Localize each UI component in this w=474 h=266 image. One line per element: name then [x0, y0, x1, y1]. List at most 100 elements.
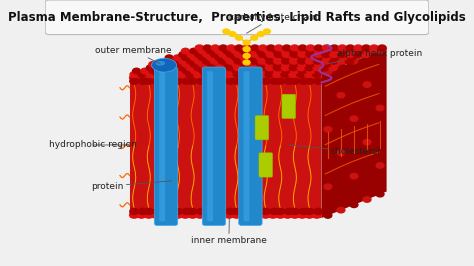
- Circle shape: [283, 45, 291, 51]
- Circle shape: [240, 55, 248, 60]
- Circle shape: [337, 58, 346, 64]
- Circle shape: [234, 65, 242, 71]
- Circle shape: [282, 68, 290, 74]
- Circle shape: [257, 62, 264, 67]
- Circle shape: [226, 58, 235, 64]
- Circle shape: [223, 55, 231, 60]
- Circle shape: [226, 65, 234, 71]
- Circle shape: [211, 208, 220, 214]
- Circle shape: [168, 78, 176, 84]
- Circle shape: [202, 58, 210, 64]
- Circle shape: [149, 62, 157, 67]
- Circle shape: [203, 78, 211, 84]
- Circle shape: [246, 78, 255, 84]
- Circle shape: [211, 45, 219, 51]
- Circle shape: [314, 208, 322, 214]
- Circle shape: [243, 53, 250, 58]
- Circle shape: [162, 65, 171, 71]
- Circle shape: [350, 87, 358, 93]
- Circle shape: [243, 45, 251, 51]
- Text: hydrophobic region: hydrophobic region: [49, 140, 137, 149]
- Circle shape: [194, 58, 203, 64]
- Circle shape: [376, 77, 384, 82]
- Circle shape: [198, 48, 206, 54]
- Circle shape: [188, 74, 197, 81]
- Circle shape: [331, 55, 339, 60]
- Circle shape: [225, 212, 234, 218]
- Text: outer membrane: outer membrane: [95, 46, 172, 64]
- Circle shape: [363, 139, 371, 145]
- Circle shape: [182, 68, 190, 74]
- Ellipse shape: [152, 58, 177, 72]
- Circle shape: [337, 64, 345, 69]
- Circle shape: [166, 74, 175, 81]
- Circle shape: [235, 52, 243, 57]
- Circle shape: [255, 208, 264, 214]
- Circle shape: [315, 55, 322, 60]
- Circle shape: [188, 78, 197, 84]
- Circle shape: [313, 58, 322, 64]
- Circle shape: [225, 74, 234, 81]
- Circle shape: [324, 155, 332, 161]
- Circle shape: [243, 40, 250, 45]
- Circle shape: [207, 62, 215, 67]
- Circle shape: [376, 192, 384, 197]
- FancyBboxPatch shape: [155, 67, 178, 226]
- Circle shape: [315, 62, 323, 67]
- Circle shape: [223, 48, 231, 54]
- Circle shape: [306, 48, 314, 54]
- Circle shape: [265, 65, 273, 71]
- Circle shape: [305, 72, 313, 77]
- Circle shape: [227, 52, 235, 57]
- Circle shape: [291, 208, 299, 214]
- Circle shape: [290, 74, 300, 81]
- Circle shape: [282, 52, 291, 57]
- Circle shape: [362, 52, 370, 57]
- Circle shape: [250, 52, 259, 57]
- Circle shape: [152, 74, 161, 81]
- Circle shape: [312, 74, 321, 81]
- Circle shape: [241, 208, 249, 214]
- Circle shape: [254, 74, 263, 81]
- Circle shape: [217, 74, 227, 81]
- Circle shape: [273, 72, 281, 77]
- Circle shape: [307, 62, 314, 67]
- Circle shape: [273, 62, 281, 67]
- Circle shape: [159, 212, 168, 218]
- Circle shape: [146, 65, 155, 71]
- Circle shape: [322, 45, 330, 51]
- Circle shape: [350, 59, 358, 64]
- Circle shape: [322, 52, 330, 57]
- Circle shape: [173, 55, 182, 60]
- Circle shape: [281, 48, 289, 54]
- Circle shape: [299, 45, 307, 51]
- Circle shape: [218, 72, 226, 77]
- Circle shape: [145, 78, 153, 84]
- Circle shape: [246, 208, 255, 214]
- Circle shape: [283, 212, 292, 218]
- Circle shape: [203, 52, 211, 57]
- Circle shape: [243, 60, 250, 65]
- Circle shape: [235, 45, 243, 51]
- Circle shape: [199, 68, 207, 74]
- Circle shape: [282, 58, 290, 64]
- Circle shape: [257, 68, 265, 74]
- Circle shape: [146, 72, 154, 77]
- Circle shape: [305, 65, 313, 71]
- Circle shape: [242, 58, 250, 64]
- Circle shape: [249, 65, 258, 71]
- Circle shape: [273, 65, 282, 71]
- Circle shape: [363, 82, 371, 87]
- Circle shape: [363, 168, 371, 173]
- Circle shape: [232, 212, 241, 218]
- Circle shape: [298, 58, 306, 64]
- Circle shape: [157, 62, 165, 67]
- Circle shape: [195, 74, 205, 81]
- Circle shape: [159, 208, 168, 214]
- Text: alpha helix protein: alpha helix protein: [327, 49, 422, 64]
- Circle shape: [197, 78, 206, 84]
- Circle shape: [163, 58, 171, 64]
- Circle shape: [273, 48, 281, 54]
- Circle shape: [331, 62, 339, 67]
- Circle shape: [314, 78, 322, 84]
